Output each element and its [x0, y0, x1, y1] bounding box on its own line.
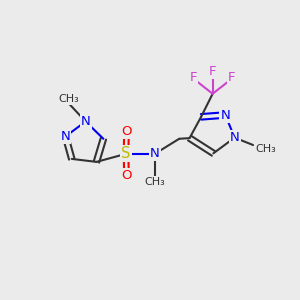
Text: O: O	[121, 169, 132, 182]
Text: N: N	[150, 147, 160, 160]
Text: CH₃: CH₃	[145, 176, 165, 187]
Text: N: N	[230, 131, 239, 144]
Text: F: F	[209, 65, 216, 78]
Text: F: F	[228, 71, 236, 84]
Text: N: N	[81, 115, 91, 128]
Text: O: O	[121, 125, 132, 138]
Text: S: S	[121, 146, 131, 161]
Text: CH₃: CH₃	[255, 144, 276, 154]
Text: N: N	[220, 109, 230, 122]
Text: N: N	[61, 130, 70, 143]
Text: F: F	[190, 71, 197, 84]
Text: CH₃: CH₃	[58, 94, 79, 104]
